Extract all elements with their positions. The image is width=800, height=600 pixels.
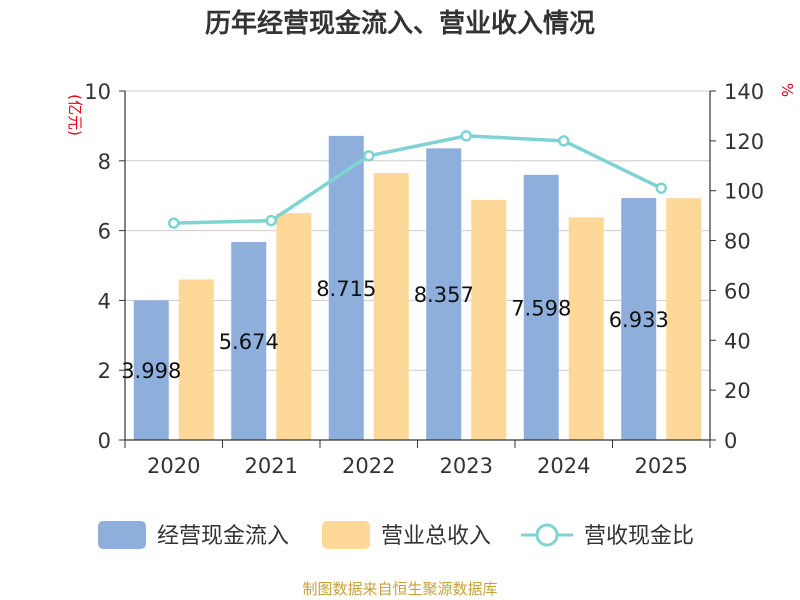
right-tick-label: 120 — [724, 130, 764, 154]
source-note: 制图数据来自恒生聚源数据库 — [302, 580, 497, 598]
bar-cash-inflow — [426, 148, 462, 440]
legend-label-cash-inflow: 经营现金流入 — [157, 524, 289, 549]
bar-cash-inflow — [328, 135, 364, 440]
legend: 经营现金流入 营业总收入 营收现金比 — [98, 521, 694, 549]
gridlines — [125, 90, 710, 371]
x-tick-label: 2023 — [440, 454, 493, 478]
legend-label-ratio: 营收现金比 — [584, 524, 694, 549]
left-tick-label: 2 — [98, 359, 111, 383]
left-tick-label: 10 — [84, 80, 111, 104]
bar-cash-inflow — [133, 300, 169, 440]
right-tick-label: 40 — [724, 329, 751, 353]
chart-title: 历年经营现金流入、营业收入情况 — [205, 8, 595, 39]
bar-revenue — [471, 199, 507, 440]
data-label: 5.674 — [219, 330, 279, 354]
bar-revenue — [373, 173, 409, 440]
left-tick-label: 6 — [98, 220, 111, 244]
legend-swatch-revenue — [322, 521, 370, 549]
right-tick-label: 140 — [724, 80, 764, 104]
right-tick-label: 20 — [724, 379, 751, 403]
data-labels: 3.998 5.674 8.715 8.357 7.598 6.933 — [121, 277, 669, 383]
bar-revenue — [568, 217, 604, 440]
bar-revenue — [666, 198, 702, 440]
x-tick-label: 2022 — [342, 454, 395, 478]
bar-series — [133, 135, 702, 440]
ratio-point — [168, 217, 180, 229]
ratio-point — [265, 214, 277, 227]
right-tick-label: 100 — [724, 180, 764, 204]
data-label: 7.598 — [511, 296, 571, 320]
bar-cash-inflow — [621, 198, 657, 440]
ratio-point — [655, 182, 667, 194]
bar-cash-inflow — [231, 241, 267, 440]
data-label: 3.998 — [121, 359, 181, 383]
x-tick-label: 2021 — [245, 454, 298, 478]
right-tick-label: 0 — [724, 429, 737, 453]
ratio-point — [558, 135, 570, 147]
data-label: 6.933 — [609, 308, 669, 332]
bar-revenue — [276, 213, 312, 440]
left-tick-label: 4 — [98, 289, 111, 313]
ratio-point — [363, 150, 375, 162]
x-tick-label: 2025 — [635, 454, 688, 478]
ratio-line — [173, 134, 663, 225]
legend-label-revenue: 营业总收入 — [381, 524, 491, 549]
bar-cash-inflow — [523, 174, 559, 440]
right-axis-unit: % — [778, 83, 796, 97]
data-label: 8.715 — [316, 277, 376, 301]
left-axis-unit: (亿元) — [66, 94, 84, 136]
x-tick-label: 2024 — [537, 454, 590, 478]
bar-revenue — [178, 279, 214, 440]
right-tick-label: 80 — [724, 230, 751, 254]
line-series — [168, 130, 667, 229]
left-tick-label: 0 — [98, 429, 111, 453]
left-tick-label: 8 — [98, 150, 111, 174]
right-tick-label: 60 — [724, 279, 751, 303]
legend-swatch-cash-inflow — [98, 521, 146, 549]
x-tick-label: 2020 — [147, 454, 200, 478]
data-label: 8.357 — [414, 283, 474, 307]
ratio-point — [460, 130, 472, 142]
legend-marker-ratio — [535, 523, 559, 547]
